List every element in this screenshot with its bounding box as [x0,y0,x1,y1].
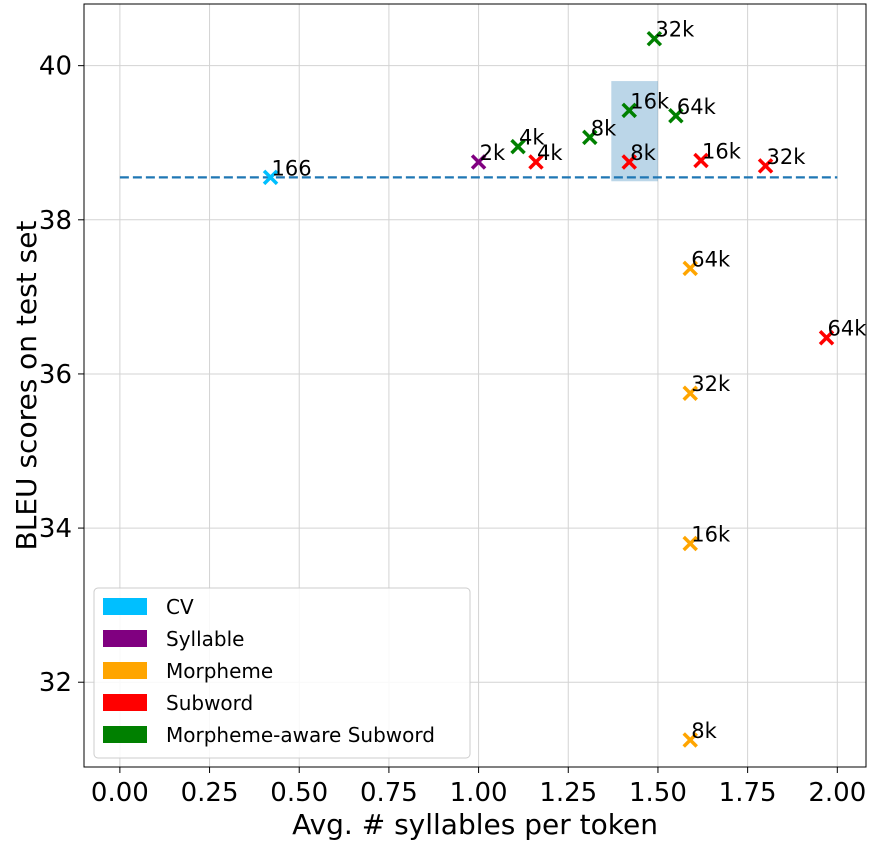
marker-stroke [682,260,698,277]
x-tick-label: 1.50 [629,778,687,808]
highlight-region-layer [611,81,658,182]
data-point-label: 4k [537,141,563,165]
axis-ticks: 0.00 0.25 0.50 0.75 1.00 1.25 1.50 1.75 2.00 32 34… [39,52,866,808]
data-point-marker [682,385,698,401]
legend-entry-label: Subword [166,691,253,715]
data-point-marker [528,154,544,170]
data-point-marker [682,535,698,552]
data-point-marker [682,732,698,748]
data-point-marker [646,30,663,47]
y-tick-label: 40 [39,52,72,82]
legend-swatch [103,726,147,743]
data-point-marker [682,260,698,277]
x-tick-label: 0.75 [360,778,418,808]
x-tick-label: 0.00 [91,778,149,808]
data-point-label: 64k [677,95,717,119]
grid [84,4,866,767]
legend-swatch [103,598,147,615]
marker-stroke [682,535,698,552]
x-axis-label: Avg. # syllables per token [292,808,658,841]
x-tick-label: 1.25 [539,778,597,808]
data-point-marker [510,138,526,155]
legend-entry-label: Morpheme [166,659,273,683]
legend-swatch [103,694,147,711]
legend-swatch [103,630,147,647]
data-point-label: 16k [630,89,670,113]
x-tick-label: 1.75 [719,778,777,808]
legend: CV Syllable Morpheme Subword Morpheme-aware … [93,587,471,759]
data-points [262,30,835,748]
x-tick-label: 2.00 [808,778,866,808]
marker-stroke [693,152,709,169]
marker-stroke [757,158,774,174]
data-point-marker [582,129,598,146]
data-point-label: 32k [655,18,695,42]
data-point-label: 32k [691,372,731,396]
marker-stroke [621,102,637,119]
data-point-label: 16k [702,139,742,163]
legend-entry-label: Morpheme-aware Subword [166,723,435,747]
point-labels: 166 2k 8k 16k 32k 64k 4k 8k 16k 32k 64k 4k 8k 16k 32k 6… [272,18,868,743]
marker-stroke [528,154,544,170]
data-point-marker [668,108,684,124]
data-point-label: 64k [828,317,868,341]
legend-box [93,587,471,759]
data-point-marker [262,169,279,186]
data-point-marker [757,158,774,174]
marker-stroke [510,138,526,155]
data-point-label: 16k [691,522,731,546]
highlight-region [611,81,658,182]
data-point-label: 8k [691,719,717,743]
y-tick-label: 32 [39,668,72,698]
marker-stroke [262,169,279,186]
data-point-label: 4k [519,126,545,150]
marker-stroke [621,154,637,170]
data-point-marker [470,154,487,170]
x-tick-label: 1.00 [450,778,508,808]
x-tick-label: 0.25 [181,778,239,808]
data-point-label: 8k [591,116,617,140]
marker-stroke [682,732,698,748]
data-point-label: 32k [767,145,807,169]
marker-stroke [668,108,684,124]
legend-swatch [103,662,147,679]
marker-stroke [646,30,663,47]
y-tick-label: 34 [39,514,72,544]
legend-entry-label: CV [166,595,194,619]
legend-entry-label: Syllable [166,627,244,651]
marker-stroke [682,385,698,401]
plot-area-frame [83,3,867,768]
data-point-marker [693,152,709,169]
data-point-label: 166 [272,156,312,180]
data-point-marker [621,154,637,170]
marker-stroke [470,154,487,170]
y-axis-label: BLEU scores on test set [10,221,43,551]
x-tick-label: 0.50 [270,778,328,808]
y-tick-label: 36 [39,360,72,390]
data-point-marker [818,329,835,346]
data-point-label: 64k [691,247,731,271]
marker-stroke [582,129,598,146]
marker-stroke [818,329,835,346]
data-point-label: 2k [480,141,506,165]
data-point-marker [621,102,637,119]
y-tick-label: 38 [39,206,72,236]
data-point-label: 8k [630,141,656,165]
